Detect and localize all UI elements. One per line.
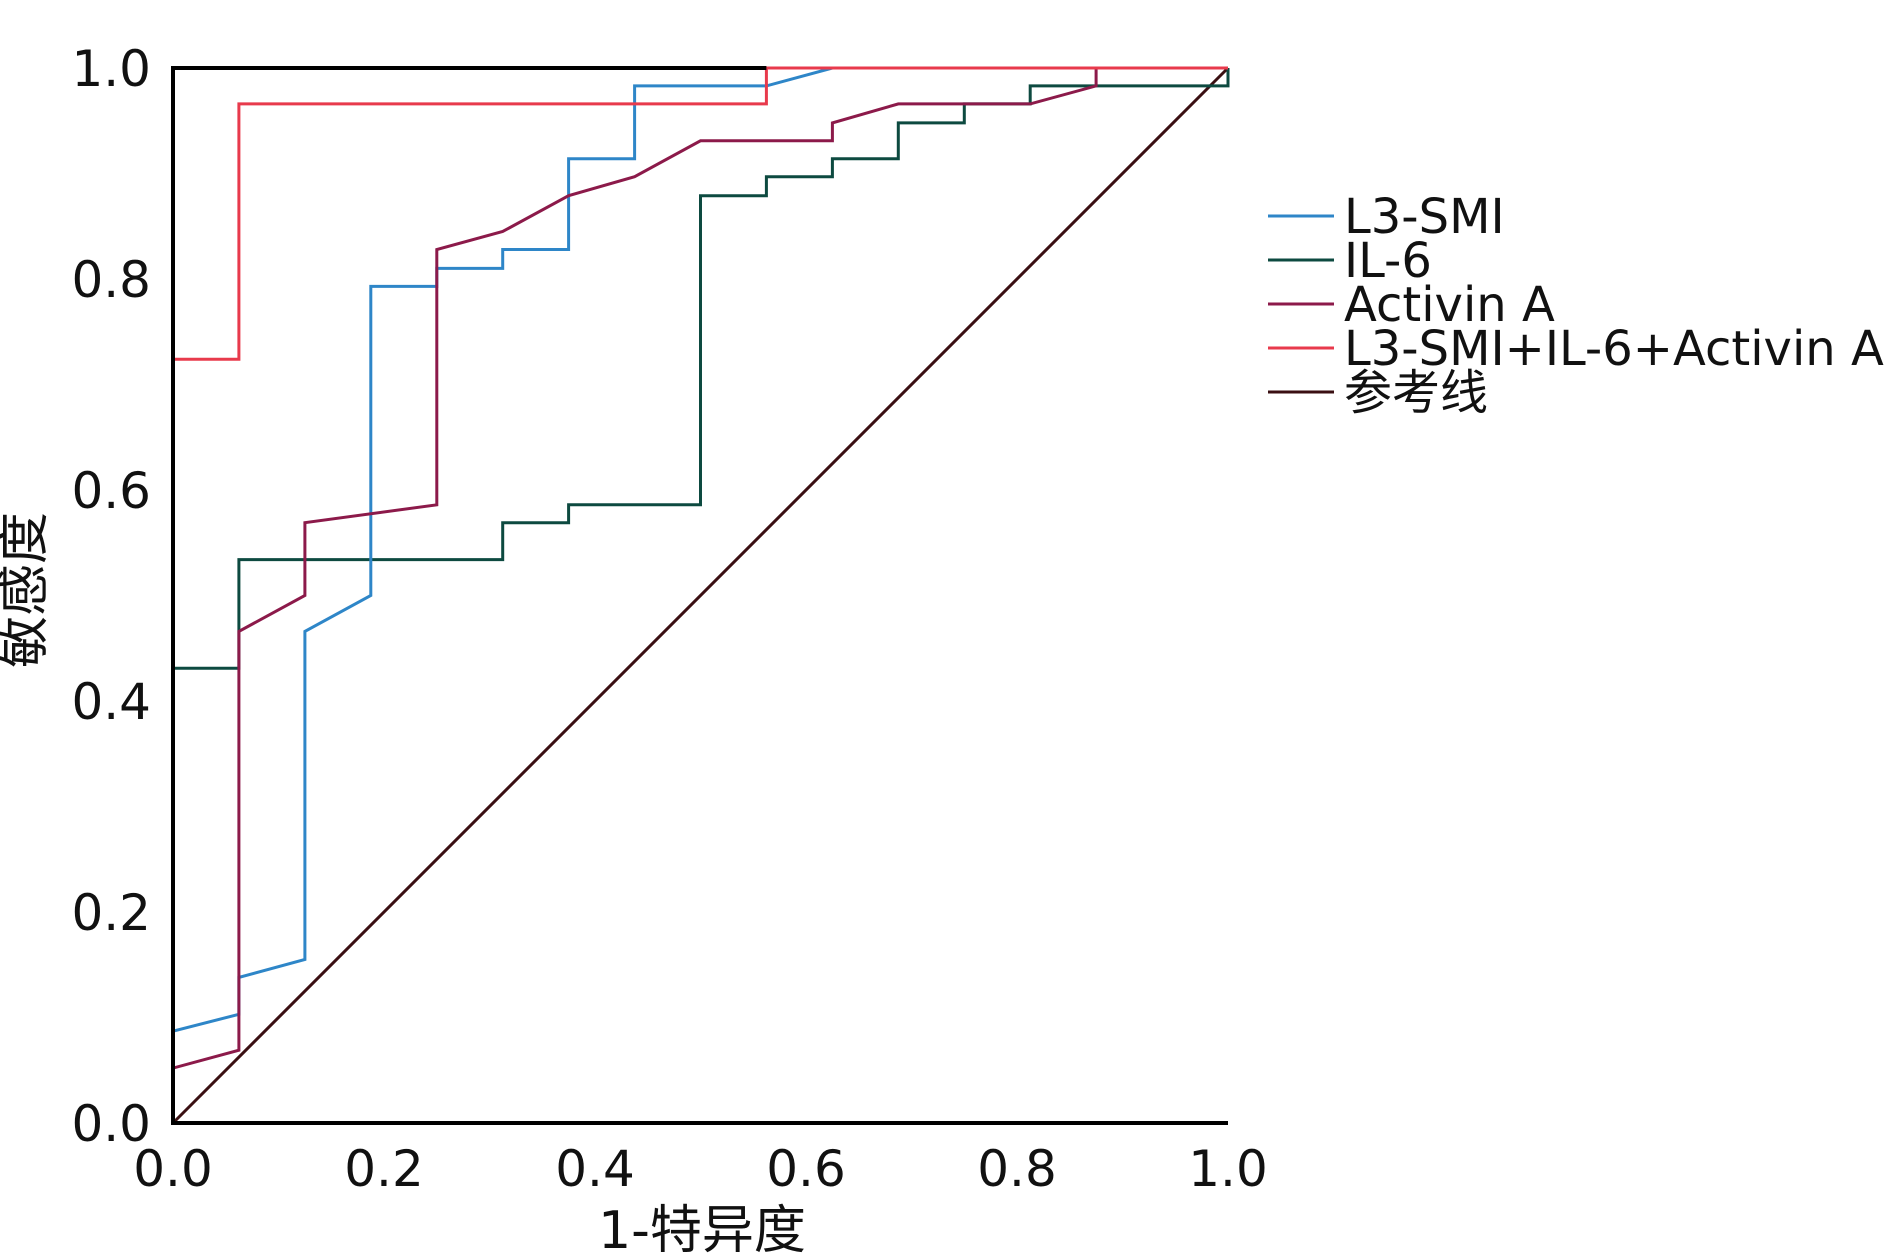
legend-label-l3-smi: L3-SMI: [1344, 189, 1505, 245]
y-tick-label: 0.6: [71, 462, 151, 520]
series-line-perfect-classifier: [171, 66, 767, 360]
x-tick-label: 0.0: [133, 1140, 213, 1198]
legend-label-activin-a: Activin A: [1344, 277, 1555, 333]
y-tick-label: 0.2: [71, 884, 151, 942]
legend-label-il-6: IL-6: [1344, 233, 1432, 289]
y-tick-label: 0.8: [71, 251, 151, 309]
y-tick-label: 1.0: [71, 40, 151, 98]
legend-label-reference: 参考线: [1344, 365, 1488, 421]
x-tick-label: 0.2: [344, 1140, 424, 1198]
series-line-activin-a: [171, 66, 1228, 1123]
x-tick-label: 0.6: [766, 1140, 846, 1198]
tick-labels: 0.0 0.2 0.4 0.6 0.8 1.0 0.0 0.2 0.4 0.6 0.8 1.0: [71, 40, 1267, 1198]
y-tick-label: 0.0: [71, 1095, 151, 1153]
legend-label-l3-smi-il-6-activin-a: L3-SMI+IL-6+Activin A: [1344, 321, 1884, 377]
series-line-reference: [171, 66, 1230, 1125]
x-axis-title: 1-特异度: [598, 1201, 806, 1260]
y-axis-title: 敏感度: [0, 512, 55, 668]
axes: [171, 68, 1228, 1125]
x-tick-label: 0.8: [977, 1140, 1057, 1198]
x-tick-label: 0.4: [555, 1140, 635, 1198]
x-tick-label: 1.0: [1188, 1140, 1268, 1198]
y-tick-label: 0.4: [71, 673, 151, 731]
plot-lines: [171, 66, 1230, 1125]
